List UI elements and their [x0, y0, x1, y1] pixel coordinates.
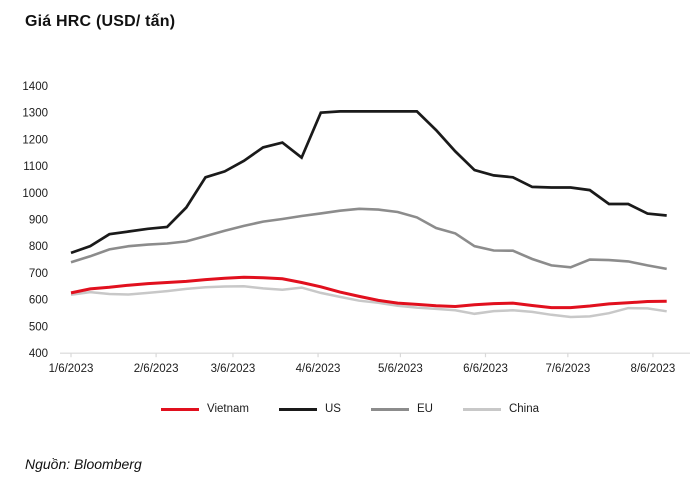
y-axis-tick-label: 1000: [22, 188, 48, 200]
y-axis-tick-label: 400: [29, 348, 48, 360]
legend: Vietnam US EU China: [0, 399, 700, 419]
x-axis-tick-label: 7/6/2023: [545, 363, 590, 375]
y-axis-tick-label: 500: [29, 321, 48, 333]
y-axis-tick-label: 1300: [22, 108, 48, 120]
x-axis-tick-label: 8/6/2023: [631, 363, 676, 375]
x-axis-tick-label: 2/6/2023: [134, 363, 179, 375]
y-axis-tick-label: 1400: [22, 81, 48, 93]
legend-swatch-vietnam: [160, 407, 199, 411]
series-line-vietnam: [70, 275, 667, 310]
y-axis-tick-label: 700: [29, 268, 48, 280]
legend-label: Vietnam: [206, 403, 249, 415]
legend-swatch-eu: [370, 407, 409, 411]
source-note: Nguồn: Bloomberg: [25, 456, 142, 472]
series-line-china: [70, 285, 667, 319]
y-axis-tick-label: 600: [29, 295, 48, 307]
legend-item-us: US: [278, 403, 341, 415]
line-chart: 1/6/2023 2/6/2023 3/6/2023 4/6/2023 5/6/2023…: [22, 81, 690, 375]
y-axis-tick-label: 1100: [23, 161, 48, 173]
x-axis-tick-label: 5/6/2023: [378, 363, 423, 375]
legend-swatch-china: [462, 407, 501, 411]
series-line-eu: [70, 207, 667, 271]
legend-label: US: [324, 403, 341, 415]
legend-item-eu: EU: [370, 403, 433, 415]
legend-label: China: [508, 403, 539, 415]
legend-label: EU: [416, 403, 433, 415]
x-axis-tick-label: 3/6/2023: [211, 363, 256, 375]
x-axis-tick-label: 6/6/2023: [463, 363, 508, 375]
series-line-us: [70, 110, 667, 255]
legend-item-vietnam: Vietnam: [160, 403, 249, 415]
chart-title: Giá HRC (USD/ tấn): [25, 13, 176, 30]
y-axis-tick-label: 900: [29, 215, 48, 227]
legend-item-china: China: [462, 403, 539, 415]
legend-swatch-us: [278, 407, 317, 411]
y-axis-tick-label: 800: [29, 241, 48, 253]
x-axis-tick-label: 1/6/2023: [49, 363, 94, 375]
y-axis-tick-label: 1200: [22, 134, 48, 146]
x-axis-tick-label: 4/6/2023: [296, 363, 341, 375]
